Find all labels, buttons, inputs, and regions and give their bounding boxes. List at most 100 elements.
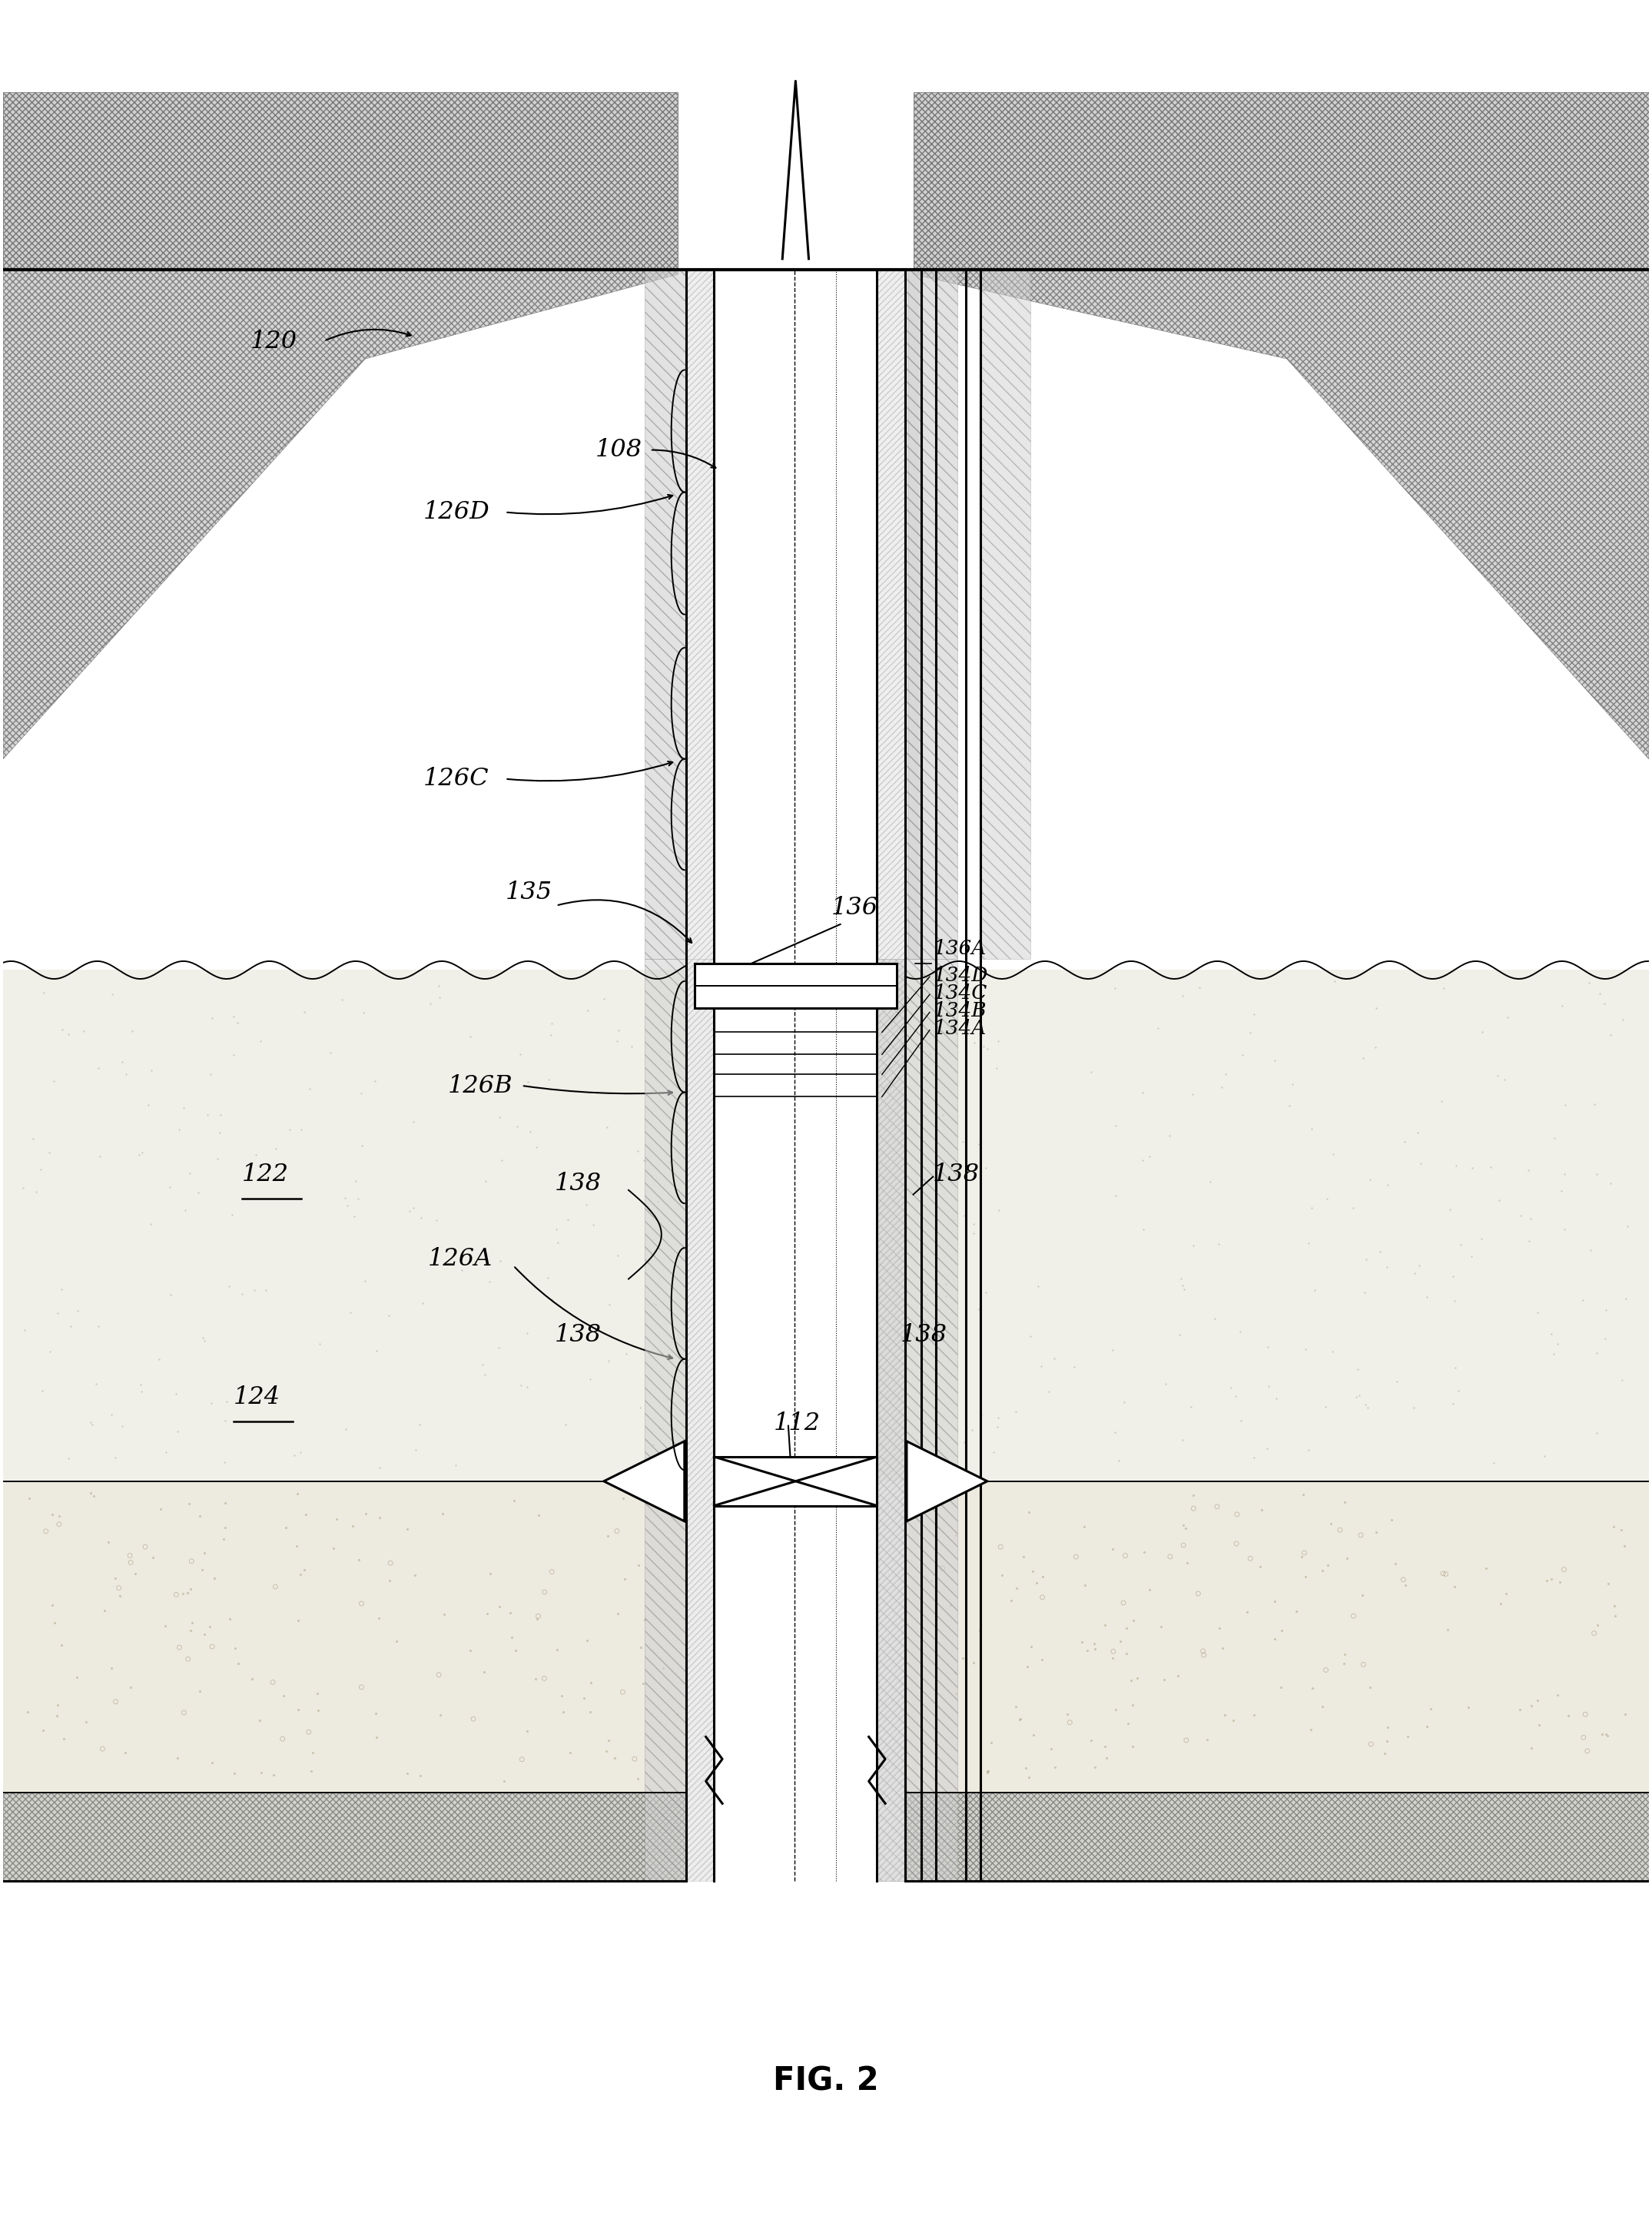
Point [86, 1308, 112, 1344]
Point [1538, 1315, 1564, 1351]
Point [1237, 1014, 1264, 1050]
Point [664, 1696, 691, 1732]
Point [296, 1714, 322, 1750]
Point [596, 1286, 623, 1322]
Point [276, 1112, 302, 1148]
Point [966, 1291, 993, 1326]
Point [1082, 1750, 1108, 1785]
Point [1247, 1549, 1274, 1585]
Point [610, 1674, 636, 1710]
Point [1394, 1719, 1421, 1754]
Point [1110, 1384, 1137, 1420]
Point [1609, 1362, 1635, 1398]
Point [978, 1725, 1004, 1761]
Point [1092, 1730, 1118, 1765]
Point [1204, 1489, 1231, 1525]
Polygon shape [914, 91, 1649, 270]
Point [1408, 1146, 1434, 1181]
Point [1107, 1623, 1133, 1658]
Point [486, 1331, 512, 1366]
Point [1541, 1121, 1568, 1157]
Point [241, 1273, 268, 1308]
Polygon shape [905, 970, 1649, 1482]
Point [514, 1369, 540, 1404]
Point [1234, 1594, 1260, 1629]
Point [1080, 1625, 1107, 1661]
Point [1148, 1609, 1175, 1645]
Point [332, 1411, 358, 1447]
Point [932, 1161, 958, 1197]
Point [1515, 1152, 1541, 1188]
Point [985, 1409, 1011, 1444]
Point [213, 1384, 240, 1420]
Point [914, 1277, 940, 1313]
Point [324, 1502, 350, 1538]
Point [170, 1576, 197, 1612]
Point [1145, 1010, 1171, 1045]
Point [1363, 990, 1389, 1025]
Point [1130, 1074, 1156, 1110]
Point [1077, 1723, 1104, 1759]
Point [1459, 1150, 1485, 1186]
Point [624, 1547, 651, 1583]
Point [1254, 1431, 1280, 1467]
Point [1120, 1727, 1146, 1763]
Point [173, 1574, 200, 1609]
Point [1479, 1148, 1505, 1184]
Point [1593, 1320, 1619, 1355]
Point [1102, 1177, 1128, 1213]
Point [631, 1143, 657, 1179]
Point [1016, 1759, 1042, 1794]
Point [261, 1756, 287, 1792]
Text: 134D: 134D [933, 965, 988, 985]
Point [1267, 1670, 1294, 1705]
Point [287, 1112, 314, 1148]
Point [539, 1282, 565, 1317]
Point [1589, 1716, 1616, 1752]
Point [472, 1164, 499, 1199]
Point [1178, 1389, 1204, 1424]
Point [1609, 1003, 1635, 1039]
Polygon shape [3, 1482, 686, 1792]
Point [487, 1244, 514, 1279]
Point [106, 1578, 132, 1614]
Point [1302, 1273, 1328, 1308]
Point [164, 1576, 190, 1612]
Polygon shape [605, 1442, 684, 1520]
Point [476, 1264, 502, 1300]
Point [1441, 1284, 1467, 1320]
Point [1061, 1349, 1087, 1384]
Point [980, 1433, 1006, 1469]
Point [221, 1629, 248, 1665]
Point [1209, 1070, 1236, 1106]
Point [157, 1277, 183, 1313]
Point [291, 994, 317, 1030]
Point [88, 1139, 114, 1175]
Text: 138: 138 [555, 1172, 601, 1195]
Point [656, 1043, 682, 1079]
Point [211, 1402, 238, 1438]
Point [960, 1645, 986, 1681]
Point [1100, 1333, 1127, 1369]
Point [342, 1199, 368, 1235]
Point [552, 1406, 578, 1442]
Bar [694, 963, 897, 1008]
Point [557, 1734, 583, 1770]
Point [499, 1620, 525, 1656]
Point [40, 1063, 66, 1099]
Point [1583, 1335, 1609, 1371]
Point [1260, 1620, 1287, 1656]
Point [1526, 1707, 1553, 1743]
Point [1340, 1190, 1366, 1226]
Point [507, 1369, 534, 1404]
Point [1180, 1077, 1206, 1112]
Point [78, 1404, 104, 1440]
Point [1601, 1598, 1627, 1634]
Point [1254, 1328, 1280, 1364]
Point [1355, 1389, 1381, 1424]
Point [1264, 1380, 1290, 1415]
Polygon shape [3, 1792, 686, 1881]
Point [172, 1193, 198, 1228]
Point [1100, 1634, 1127, 1670]
Point [349, 1670, 375, 1705]
